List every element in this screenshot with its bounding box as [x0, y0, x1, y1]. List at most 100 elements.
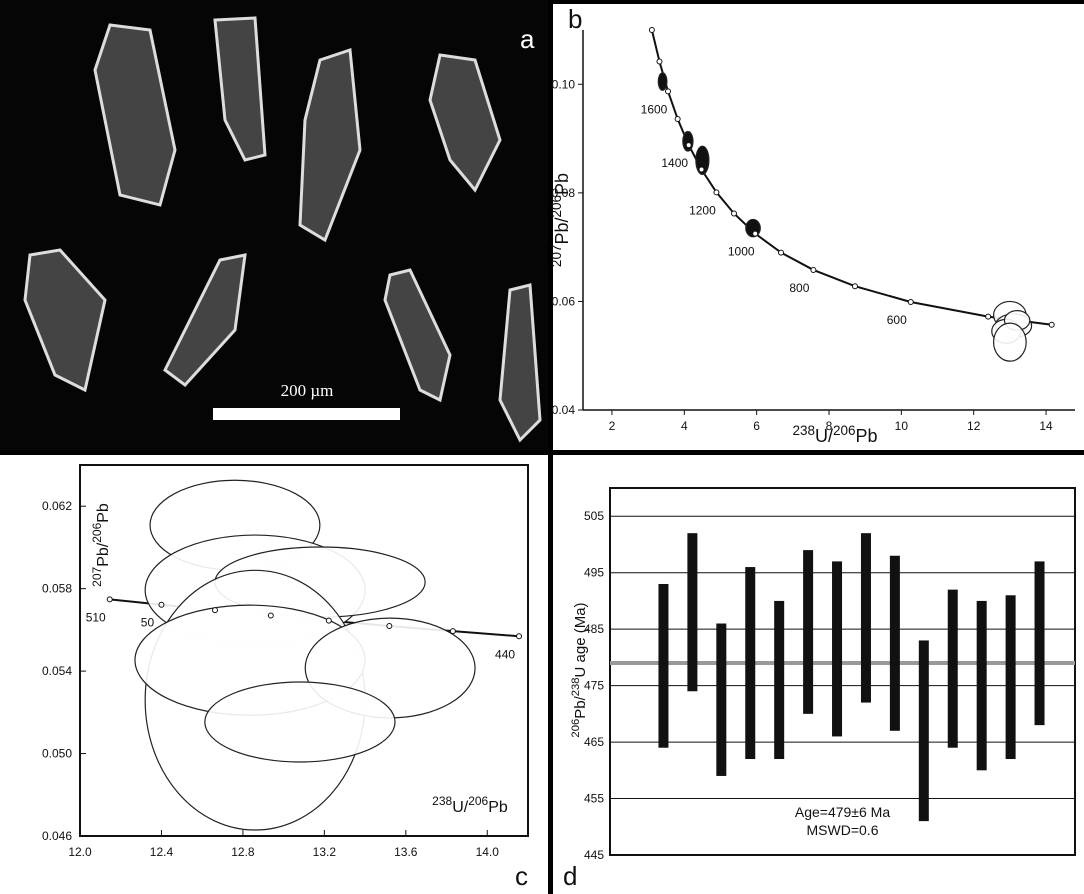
axis-title-part: Pb/	[95, 542, 112, 567]
age-point	[731, 210, 738, 217]
x-tick-label: 12.4	[150, 845, 174, 859]
error-ellipse	[682, 130, 694, 152]
age-bar	[860, 533, 871, 703]
age-point	[656, 58, 663, 65]
axis-title: 238U/206Pb	[432, 794, 508, 816]
age-label: 1200	[689, 203, 716, 217]
age-point	[810, 266, 817, 273]
axis-title-part: Pb/	[552, 218, 572, 245]
photo-panel: 200 µm a	[0, 0, 550, 452]
divider	[553, 0, 1084, 4]
axis-title-part: 207	[90, 566, 104, 586]
x-tick-label: 4	[681, 419, 688, 433]
age-bar	[832, 561, 843, 737]
plot: 2 4 6 8 10 12 14 0.04 0.06 0.08 0.10 1600 1400 1200 10…	[552, 4, 1075, 433]
axis-title-part: 206	[549, 195, 564, 218]
axis-title-part: U/	[815, 426, 833, 446]
axis-title-part: 238	[570, 677, 582, 696]
axis-title-part: U age (Ma)	[572, 602, 589, 677]
age-point	[158, 601, 165, 608]
age-point	[648, 27, 655, 33]
divider	[548, 0, 553, 894]
x-tick-label: 12.8	[231, 845, 255, 859]
panel-letter: d	[563, 861, 577, 891]
age-point	[516, 633, 523, 640]
age-point	[713, 189, 720, 196]
age-point	[665, 88, 672, 95]
y-tick-label: 455	[584, 792, 604, 806]
age-point	[907, 298, 914, 305]
plot: 12.0 12.4 12.8 13.2 13.6 14.0 0.046 0.050 0.054 0…	[42, 464, 529, 891]
axis-title-part: 206	[90, 522, 104, 542]
axis-title: 238U/206Pb	[792, 423, 877, 447]
age-bar	[976, 600, 987, 771]
y-tick-label: 505	[584, 509, 604, 523]
axis-title-part: 238	[432, 794, 452, 808]
age-bar	[745, 567, 756, 760]
axis-title-part: Pb/	[572, 695, 589, 718]
plot: 445 455 465 475 485 495 505 Age=479±6 Ma MSWD=0.…	[563, 487, 1076, 891]
axis-title-part: U/	[452, 799, 469, 816]
y-tick-label: 475	[584, 679, 604, 693]
panel-letter: a	[520, 24, 535, 54]
y-tick-label: 0.058	[42, 582, 72, 596]
age-point	[325, 617, 332, 624]
age-label: 50	[141, 616, 155, 630]
axis-title-part: 207	[549, 245, 564, 268]
axis-title-part: 206	[468, 794, 488, 808]
panel-letter: b	[568, 4, 582, 34]
x-tick-label: 13.2	[313, 845, 337, 859]
plot-frame	[79, 464, 529, 837]
age-bar	[918, 640, 929, 822]
y-tick-label: 0.04	[552, 403, 576, 417]
y-tick-label: 495	[584, 566, 604, 580]
axis-title-part: 206	[833, 423, 856, 438]
annotation: MSWD=0.6	[807, 822, 879, 838]
scale-bar-label: 200 µm	[281, 381, 334, 400]
age-bar	[716, 623, 727, 776]
age-point	[106, 596, 113, 603]
age-point	[685, 142, 692, 149]
y-tick-label: 445	[584, 848, 604, 862]
panel-letter: c	[515, 861, 528, 891]
x-tick-label: 14	[1039, 419, 1053, 433]
axis-title-part: Pb	[95, 503, 112, 523]
age-bar	[687, 533, 698, 692]
age-point	[752, 230, 759, 237]
y-tick-label: 0.10	[552, 77, 576, 91]
age-label: 800	[789, 281, 809, 295]
x-tick-label: 14.0	[476, 845, 500, 859]
age-point	[1048, 321, 1055, 328]
axis-title-part: Pb	[488, 799, 508, 816]
x-tick-label: 10	[895, 419, 909, 433]
x-tick-label: 12.0	[68, 845, 92, 859]
age-bar	[658, 583, 669, 748]
age-bar	[889, 555, 900, 731]
annotation: Age=479±6 Ma	[795, 804, 890, 820]
age-point	[778, 249, 785, 256]
error-ellipse	[204, 681, 396, 763]
axis-title: 207Pb/206Pb	[549, 173, 573, 267]
y-tick-label: 0.08	[552, 186, 576, 200]
age-point	[212, 607, 219, 614]
age-bar	[1005, 595, 1016, 760]
age-bar	[803, 550, 814, 714]
axis-title: 207Pb/206Pb	[90, 503, 112, 587]
y-tick-label: 0.050	[42, 747, 72, 761]
age-bar	[774, 600, 785, 760]
age-point	[386, 622, 393, 629]
age-point	[674, 116, 681, 123]
age-bar	[947, 589, 958, 748]
error-ellipse	[657, 72, 668, 91]
y-tick-label: 0.046	[42, 829, 72, 843]
y-tick-label: 465	[584, 735, 604, 749]
age-point	[449, 628, 456, 635]
age-label: 1400	[661, 156, 688, 170]
divider	[0, 450, 1084, 455]
age-point	[851, 283, 858, 290]
y-tick-label: 485	[584, 622, 604, 636]
x-tick-label: 8	[826, 419, 833, 433]
age-label: 600	[887, 313, 907, 327]
x-tick-label: 12	[967, 419, 981, 433]
